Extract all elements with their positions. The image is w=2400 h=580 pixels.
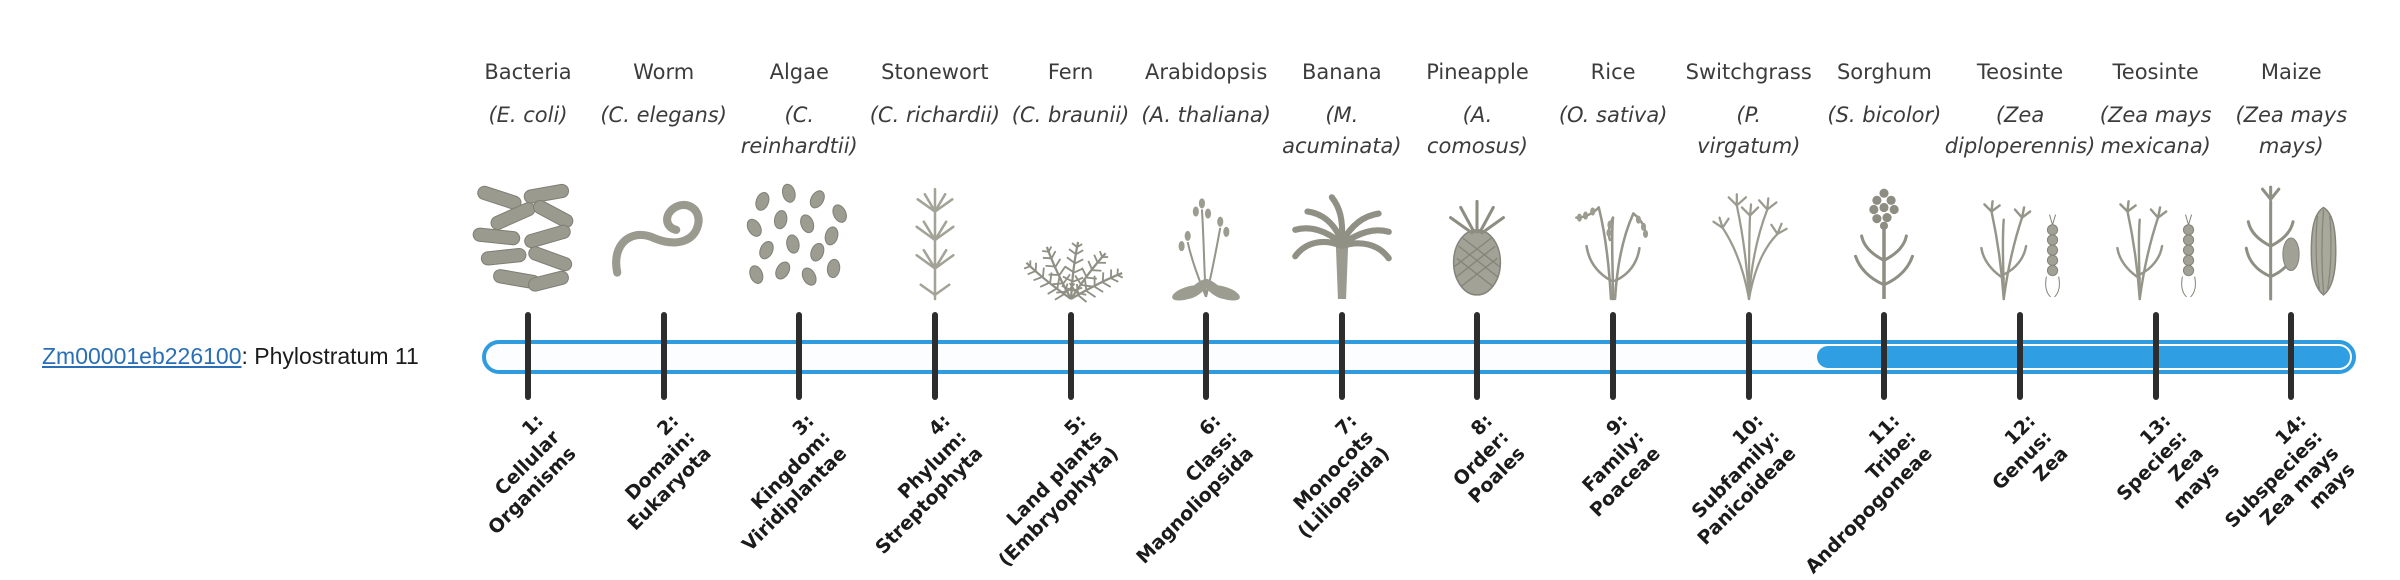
species-scientific-name: (S. bicolor): [1797, 100, 1971, 131]
species-scientific-name-line: reinhardtii): [740, 134, 858, 158]
species-scientific-name-line: virgatum): [1697, 134, 1801, 158]
phylostratum-tick: [2017, 312, 2024, 400]
species-scientific-name-line: (C. elegans): [600, 103, 727, 127]
phylostratum-label: 1: Cellular Organisms: [451, 410, 581, 540]
phylostratum-label: 6: Class: Magnoliopsida: [1100, 410, 1259, 569]
species-common-name: Fern: [1047, 60, 1094, 84]
species-common-name: Worm: [633, 60, 695, 84]
phylostratum-tick: [2152, 312, 2159, 400]
species-common-name: Algae: [769, 60, 829, 84]
worm-icon: [599, 170, 729, 304]
species-scientific-name-line: (C. richardii): [869, 103, 1001, 127]
phylostratum-tick: [2288, 312, 2295, 400]
pineapple-icon: [1412, 170, 1542, 304]
species-scientific-name: (Zea diploperennis): [1933, 100, 2107, 162]
species-scientific-name-line: acuminata): [1282, 134, 1402, 158]
species-scientific-name-line: (O. sativa): [1558, 103, 1668, 127]
species-scientific-name: (M. acuminata): [1255, 100, 1429, 162]
gene-phylostratum-text: : Phylostratum 11: [241, 343, 419, 369]
arabidopsis-icon: [1141, 170, 1271, 304]
phylostratum-label: 2: Domain: Eukaryota: [591, 410, 717, 536]
species-scientific-name-line: mays): [2258, 134, 2324, 158]
phylostratum-tick: [1610, 312, 1617, 400]
stonewort-icon: [870, 170, 1000, 304]
species-scientific-name: (C. richardii): [848, 100, 1022, 131]
phylostratum-tick: [1474, 312, 1481, 400]
species-common-name: Maize: [2260, 60, 2322, 84]
phylostratum-tick: [1745, 312, 1752, 400]
species-scientific-name: (C. reinhardtii): [712, 100, 886, 162]
teosinte-icon: [2091, 170, 2221, 304]
gene-link[interactable]: Zm00001eb226100: [42, 343, 242, 369]
species-scientific-name: (Zea mays mexicana): [2069, 100, 2243, 162]
phylostratum-label: 8: Order: Poales: [1432, 410, 1531, 509]
phylostratum-label: 3: Kingdom: Viridiplantae: [706, 410, 852, 556]
teosinte-icon: [1955, 170, 2085, 304]
species-common-name: Sorghum: [1836, 60, 1932, 84]
species-scientific-name: (P. virgatum): [1662, 100, 1836, 162]
bacteria-icon: [463, 170, 593, 304]
species-common-name: Teosinte: [1976, 60, 2064, 84]
species-scientific-name: (O. sativa): [1526, 100, 1700, 131]
phylostratum-label: 4: Phylum: Streptophyta: [838, 410, 987, 559]
species-common-name: Pineapple: [1426, 60, 1529, 84]
species-scientific-name: (C. elegans): [577, 100, 751, 131]
species-common-name: Stonewort: [881, 60, 989, 84]
species-scientific-name: (Zea mays mays): [2204, 100, 2378, 162]
phylostratum-label: 12: Genus: Zea: [1971, 410, 2072, 511]
species-scientific-name-line: (A.: [1462, 103, 1493, 127]
phylostratum-tick: [1067, 312, 1074, 400]
phylostratum-tick: [1881, 312, 1888, 400]
species-common-name: Bacteria: [484, 60, 572, 84]
species-scientific-name: (E. coli): [441, 100, 615, 131]
species-scientific-name: (A. thaliana): [1119, 100, 1293, 131]
species-scientific-name-line: mexicana): [2100, 134, 2211, 158]
phylostratum-label: 7: Monocots (Liliopsida): [1261, 410, 1395, 544]
species-scientific-name-line: diploperennis): [1944, 134, 2096, 158]
phylostratum-label: 5: Land plants (Embryophyta): [961, 410, 1123, 572]
phylostratum-tick: [660, 312, 667, 400]
species-scientific-name-line: (C.: [784, 103, 815, 127]
phylostratum-tick: [525, 312, 531, 400]
species-scientific-name: (A. comosus): [1390, 100, 1564, 162]
phylostratum-label: 14: Subspecies: Zea mays mays: [2205, 410, 2361, 566]
fern-icon: [1006, 170, 1136, 304]
species-common-name: Teosinte: [2112, 60, 2199, 84]
species-common-name: Rice: [1590, 60, 1636, 84]
species-scientific-name-line: (E. coli): [488, 103, 568, 127]
rice-icon: [1548, 170, 1678, 304]
phylostratum-tick: [1338, 312, 1345, 400]
phylostratum-label: 9: Family: Poaceae: [1554, 410, 1666, 522]
species-scientific-name-line: comosus): [1426, 134, 1529, 158]
species-common-name: Arabidopsis: [1145, 60, 1268, 84]
switchgrass-icon: [1684, 170, 1814, 304]
species-scientific-name: (C. braunii): [984, 100, 1158, 131]
species-scientific-name-line: (S. bicolor): [1827, 103, 1942, 127]
maize-icon: [2226, 170, 2356, 304]
algae-icon: [734, 170, 864, 304]
phylostrata-bar-fill: [1816, 346, 2350, 368]
species-common-name: Switchgrass: [1685, 60, 1812, 84]
banana-icon: [1277, 170, 1407, 304]
sorghum-icon: [1819, 170, 1949, 304]
species-scientific-name-line: (P.: [1736, 103, 1762, 127]
species-scientific-name-line: (C. braunii): [1011, 103, 1130, 127]
species-scientific-name-line: (M.: [1325, 103, 1359, 127]
phylostratum-tick: [796, 312, 803, 400]
phylostratum-label: 11: Tribe: Andropogoneae: [1768, 410, 1937, 579]
species-scientific-name-line: (Zea mays: [2235, 103, 2348, 127]
phylostratum-tick: [1203, 312, 1210, 400]
phylostrata-bar: [482, 340, 2356, 374]
species-scientific-name-line: (A. thaliana): [1141, 103, 1271, 127]
species-scientific-name-line: (Zea mays: [2099, 103, 2212, 127]
species-scientific-name-line: (Zea: [1995, 103, 2045, 127]
gene-label: Zm00001eb226100: Phylostratum 11: [42, 343, 419, 370]
phylostratum-label: 13: Species: Zea mays: [2096, 410, 2225, 539]
species-common-name: Banana: [1302, 60, 1382, 84]
phylostratum-tick: [931, 312, 938, 400]
